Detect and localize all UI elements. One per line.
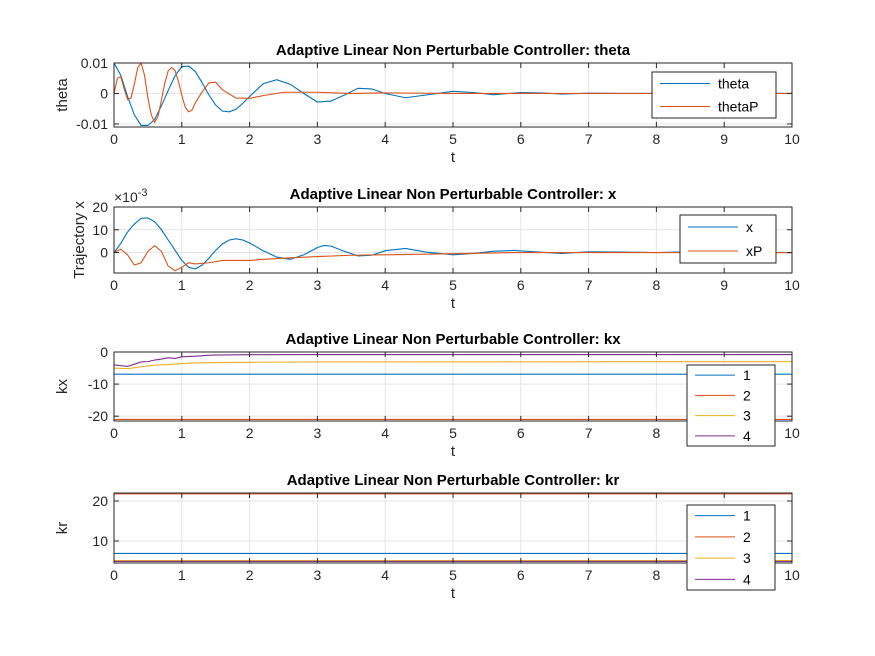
- x-tick-label: 8: [653, 567, 661, 583]
- exponent-label: ×10-3: [114, 187, 148, 205]
- x-tick-label: 1: [178, 277, 186, 293]
- x-tick-label: 6: [517, 277, 525, 293]
- x-tick-label: 10: [784, 277, 800, 293]
- x-tick-label: 5: [449, 567, 457, 583]
- x-tick-label: 0: [110, 425, 118, 441]
- legend: theta thetaP: [651, 71, 777, 119]
- legend-label: 4: [743, 571, 751, 587]
- x-tick-label: 7: [585, 567, 593, 583]
- legend-label: 1: [743, 367, 751, 383]
- legend-label: thetaP: [718, 99, 758, 115]
- x-tick-label: 5: [449, 425, 457, 441]
- chart-title: Adaptive Linear Non Perturbable Controll…: [287, 472, 620, 489]
- legend-label: 3: [743, 550, 751, 566]
- chart-title: Adaptive Linear Non Perturbable Controll…: [276, 42, 631, 59]
- x-tick-label: 7: [585, 277, 593, 293]
- x-tick-label: 5: [449, 277, 457, 293]
- x-tick-label: 4: [381, 131, 389, 147]
- legend-label: 3: [743, 408, 751, 424]
- y-tick-label: 0: [100, 344, 108, 360]
- x-tick-label: 5: [449, 131, 457, 147]
- x-axis-label: t: [451, 443, 456, 460]
- x-tick-label: 3: [314, 425, 322, 441]
- legend-box: [686, 364, 776, 447]
- y-tick-label: 10: [92, 533, 108, 549]
- x-tick-label: 1: [178, 567, 186, 583]
- y-tick-label: -0.01: [76, 116, 108, 132]
- legend-label: 1: [743, 508, 751, 524]
- subplot-2: 0 1 2 3 4 5 6 7 8 9 10 0 10 20 ×10-3 Adaptive Linear No…: [71, 186, 800, 312]
- x-tick-label: 0: [110, 567, 118, 583]
- subplot-4: 0123456789101020Adaptive Linear Non Pert…: [54, 472, 800, 602]
- x-tick-label: 8: [653, 425, 661, 441]
- x-tick-label: 8: [653, 277, 661, 293]
- x-tick-label: 4: [381, 425, 389, 441]
- x-tick-label: 0: [110, 131, 118, 147]
- x-tick-label: 4: [381, 567, 389, 583]
- x-tick-label: 3: [314, 567, 322, 583]
- y-tick-label: 20: [92, 493, 108, 509]
- y-axis-label: kx: [54, 379, 71, 395]
- x-tick-label: 7: [585, 131, 593, 147]
- legend-label: xP: [746, 243, 762, 259]
- series-line-theta: [114, 63, 792, 127]
- legend-label: theta: [718, 76, 749, 92]
- series-line-4: [114, 354, 792, 368]
- chart-title: Adaptive Linear Non Perturbable Controll…: [290, 186, 617, 203]
- x-tick-label: 1: [178, 131, 186, 147]
- legend-label: 4: [743, 428, 751, 444]
- legend-box: [651, 71, 777, 119]
- y-axis-label: Trajectory x: [71, 201, 88, 279]
- x-tick-label: 3: [314, 277, 322, 293]
- legend: x xP: [679, 214, 777, 264]
- chart-title: Adaptive Linear Non Perturbable Controll…: [285, 331, 621, 348]
- x-tick-label: 10: [784, 131, 800, 147]
- legend-label: 2: [743, 387, 751, 403]
- x-tick-label: 2: [246, 131, 254, 147]
- series-line-thetaP: [114, 63, 792, 124]
- x-tick-label: 7: [585, 425, 593, 441]
- series-line-3: [114, 361, 792, 370]
- x-axis-label: t: [451, 295, 456, 312]
- legend-box: [679, 214, 777, 264]
- x-tick-label: 10: [784, 425, 800, 441]
- y-tick-label: 0.01: [81, 55, 108, 71]
- x-tick-label: 10: [784, 567, 800, 583]
- y-axis-label: kr: [54, 522, 71, 535]
- legend-label: 2: [743, 529, 751, 545]
- x-tick-label: 6: [517, 425, 525, 441]
- x-tick-label: 9: [720, 131, 728, 147]
- y-tick-label: 0: [100, 245, 108, 261]
- x-tick-label: 2: [246, 425, 254, 441]
- y-tick-label: 10: [92, 222, 108, 238]
- x-tick-label: 6: [517, 131, 525, 147]
- y-tick-label: 20: [92, 199, 108, 215]
- x-axis-label: t: [451, 585, 456, 602]
- x-tick-label: 2: [246, 567, 254, 583]
- y-tick-label: -20: [88, 408, 108, 424]
- x-tick-label: 9: [720, 277, 728, 293]
- legend: 1 2 3 4: [686, 364, 776, 447]
- legend-box: [686, 504, 776, 591]
- x-tick-label: 1: [178, 425, 186, 441]
- x-tick-label: 3: [314, 131, 322, 147]
- x-tick-label: 0: [110, 277, 118, 293]
- x-axis-label: t: [451, 149, 456, 166]
- y-tick-label: 0: [100, 85, 108, 101]
- y-axis-label: theta: [54, 78, 71, 112]
- legend: 1 2 3 4: [686, 504, 776, 591]
- series-line-xP: [114, 244, 792, 272]
- x-tick-label: 2: [246, 277, 254, 293]
- x-tick-label: 8: [653, 131, 661, 147]
- y-tick-label: -10: [88, 376, 108, 392]
- x-tick-label: 4: [381, 277, 389, 293]
- x-tick-label: 6: [517, 567, 525, 583]
- legend-label: x: [746, 219, 753, 235]
